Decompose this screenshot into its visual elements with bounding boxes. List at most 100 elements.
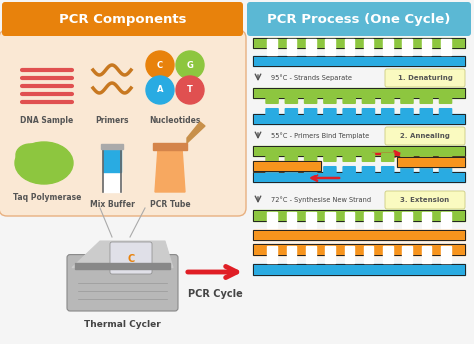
FancyBboxPatch shape (362, 108, 375, 117)
Bar (402, 212, 412, 228)
FancyBboxPatch shape (247, 2, 471, 36)
Text: Thermal Cycler: Thermal Cycler (83, 320, 160, 329)
Bar (253, 38, 465, 48)
Text: 72°C - Synthesise New Strand: 72°C - Synthesise New Strand (271, 197, 371, 203)
FancyBboxPatch shape (342, 153, 356, 162)
FancyBboxPatch shape (265, 108, 279, 117)
FancyBboxPatch shape (265, 95, 279, 104)
Bar (253, 88, 465, 98)
Bar (253, 38, 465, 48)
Bar (267, 246, 277, 262)
FancyBboxPatch shape (284, 153, 298, 162)
FancyBboxPatch shape (304, 153, 318, 162)
Bar (397, 157, 465, 167)
Bar (253, 161, 321, 171)
Bar (253, 161, 321, 171)
Bar (253, 172, 465, 182)
Bar (345, 40, 354, 55)
Bar (422, 40, 431, 55)
Text: 3. Extension: 3. Extension (401, 197, 449, 203)
Text: A: A (157, 86, 163, 95)
Text: 2. Annealing: 2. Annealing (400, 133, 450, 139)
Ellipse shape (16, 144, 44, 166)
FancyBboxPatch shape (385, 127, 465, 145)
Bar (345, 212, 354, 228)
Bar (75, 262, 170, 269)
Bar (253, 264, 465, 275)
FancyBboxPatch shape (0, 30, 246, 216)
FancyBboxPatch shape (284, 166, 298, 175)
FancyBboxPatch shape (110, 242, 152, 274)
FancyBboxPatch shape (67, 255, 178, 311)
FancyBboxPatch shape (265, 166, 279, 175)
Bar (306, 246, 316, 262)
FancyBboxPatch shape (400, 95, 414, 104)
Polygon shape (155, 148, 185, 192)
FancyBboxPatch shape (323, 166, 337, 175)
FancyBboxPatch shape (419, 166, 433, 175)
Bar (267, 40, 277, 55)
FancyBboxPatch shape (381, 95, 394, 104)
Bar (422, 212, 431, 228)
FancyBboxPatch shape (400, 153, 414, 162)
Circle shape (176, 51, 204, 79)
Text: G: G (187, 61, 193, 69)
Circle shape (146, 51, 174, 79)
FancyBboxPatch shape (304, 108, 318, 117)
Text: 1. Denaturing: 1. Denaturing (398, 75, 453, 81)
Text: Nucleotides: Nucleotides (149, 116, 201, 125)
Bar (253, 244, 465, 255)
FancyBboxPatch shape (323, 153, 337, 162)
Bar (345, 246, 354, 262)
FancyBboxPatch shape (381, 166, 394, 175)
FancyBboxPatch shape (381, 153, 394, 162)
Text: 95°C - Strands Separate: 95°C - Strands Separate (271, 75, 352, 82)
FancyBboxPatch shape (439, 166, 452, 175)
FancyBboxPatch shape (304, 95, 318, 104)
Text: T: T (187, 86, 193, 95)
Polygon shape (187, 122, 205, 143)
Bar (364, 40, 374, 55)
Bar (253, 88, 465, 98)
Bar (253, 114, 465, 124)
FancyBboxPatch shape (362, 166, 375, 175)
Bar (364, 212, 374, 228)
Bar (103, 148, 121, 172)
Bar (253, 230, 465, 240)
Bar (441, 40, 451, 55)
Bar (253, 230, 465, 240)
Text: 55°C - Primers Bind Template: 55°C - Primers Bind Template (271, 133, 369, 139)
FancyBboxPatch shape (342, 95, 356, 104)
Text: DNA Sample: DNA Sample (20, 116, 73, 125)
Bar (364, 246, 374, 262)
Bar (383, 40, 393, 55)
Bar (287, 40, 296, 55)
Ellipse shape (15, 142, 73, 184)
Text: PCR Process (One Cycle): PCR Process (One Cycle) (267, 13, 451, 26)
Bar (153, 143, 187, 150)
FancyBboxPatch shape (284, 108, 298, 117)
Bar (101, 144, 123, 149)
Bar (253, 210, 465, 221)
FancyBboxPatch shape (439, 108, 452, 117)
Bar (325, 212, 335, 228)
Circle shape (176, 76, 204, 104)
Bar (306, 40, 316, 55)
Bar (253, 56, 465, 66)
Bar (441, 246, 451, 262)
FancyBboxPatch shape (419, 153, 433, 162)
Bar (253, 56, 465, 66)
Bar (253, 146, 465, 156)
Bar (253, 146, 465, 156)
Bar (383, 246, 393, 262)
FancyBboxPatch shape (265, 153, 279, 162)
Bar (397, 157, 465, 167)
Text: PCR Components: PCR Components (59, 13, 186, 26)
Circle shape (146, 76, 174, 104)
FancyBboxPatch shape (304, 166, 318, 175)
Bar (103, 148, 121, 192)
Bar (325, 40, 335, 55)
FancyBboxPatch shape (400, 166, 414, 175)
FancyBboxPatch shape (400, 108, 414, 117)
FancyBboxPatch shape (342, 108, 356, 117)
